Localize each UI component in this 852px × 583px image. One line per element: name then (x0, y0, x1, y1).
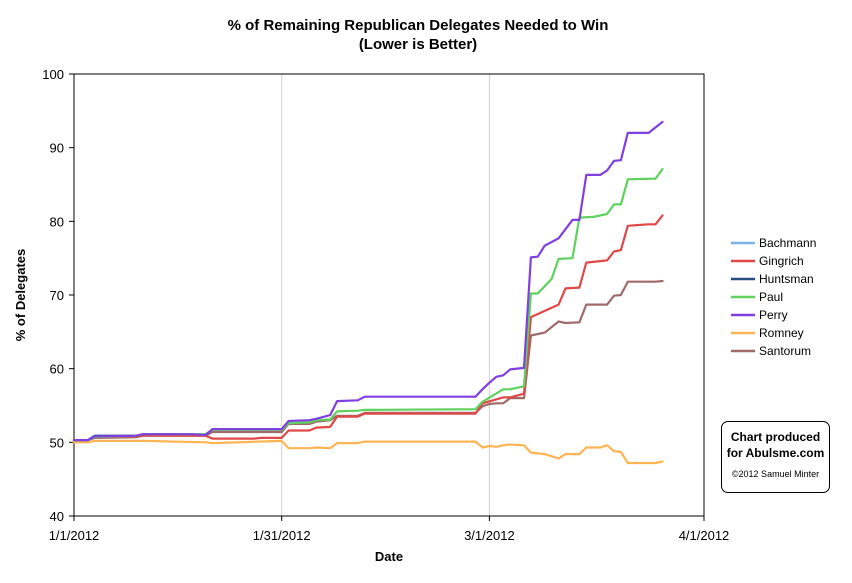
series-line-gingrich (72, 214, 664, 442)
x-tick-label: 1/1/2012 (49, 528, 100, 543)
x-tick-label: 4/1/2012 (679, 528, 730, 543)
legend-item-romney: Romney (731, 326, 804, 340)
plot-area-border (73, 73, 705, 517)
y-tick-label: 70 (50, 288, 64, 303)
legend-label: Gingrich (759, 254, 804, 268)
legend-label: Bachmann (759, 236, 816, 250)
y-tick-label: 40 (50, 509, 64, 524)
y-tick-label: 90 (50, 141, 64, 156)
legend-item-santorum: Santorum (731, 344, 811, 358)
legend-label: Romney (759, 326, 804, 340)
chart-title: % of Remaining Republican Delegates Need… (228, 17, 609, 34)
y-axis-ticks: 40 50 60 70 80 90 100 (42, 67, 74, 524)
legend-label: Huntsman (759, 272, 814, 286)
x-tick-label: 3/1/2012 (464, 528, 515, 543)
x-axis-label: Date (375, 549, 403, 564)
legend-label: Perry (759, 308, 788, 322)
x-axis-ticks: 1/1/2012 1/31/2012 3/1/2012 4/1/2012 (49, 516, 730, 543)
x-tick-label: 1/31/2012 (253, 528, 311, 543)
legend-item-paul: Paul (731, 290, 783, 304)
legend-label: Paul (759, 290, 783, 304)
y-tick-label: 100 (42, 67, 64, 82)
y-axis-label: % of Delegates (13, 249, 28, 341)
credit-line-1: Chart produced (730, 430, 821, 444)
chart-subtitle: (Lower is Better) (359, 36, 477, 53)
legend-item-perry: Perry (731, 308, 788, 322)
series-line-santorum (72, 279, 664, 442)
legend-label: Santorum (759, 344, 811, 358)
y-tick-label: 60 (50, 362, 64, 377)
legend-item-bachmann: Bachmann (731, 236, 816, 250)
credit-line-2: for Abulsme.com (726, 446, 825, 460)
y-tick-label: 80 (50, 214, 64, 229)
y-tick-label: 50 (50, 435, 64, 450)
credit-box: Chart produced for Abulsme.com ©2012 Sam… (721, 421, 830, 493)
legend-item-huntsman: Huntsman (731, 272, 814, 286)
series-line-romney (72, 439, 664, 465)
grid-lines (281, 74, 490, 516)
legend-item-gingrich: Gingrich (731, 254, 804, 268)
series-line-perry (72, 120, 664, 442)
credit-copyright: ©2012 Samuel Minter (731, 469, 820, 479)
legend: Bachmann Gingrich Huntsman Paul Perry Romney S… (731, 236, 816, 358)
series-line-paul (72, 167, 664, 442)
series-lines (72, 120, 664, 465)
